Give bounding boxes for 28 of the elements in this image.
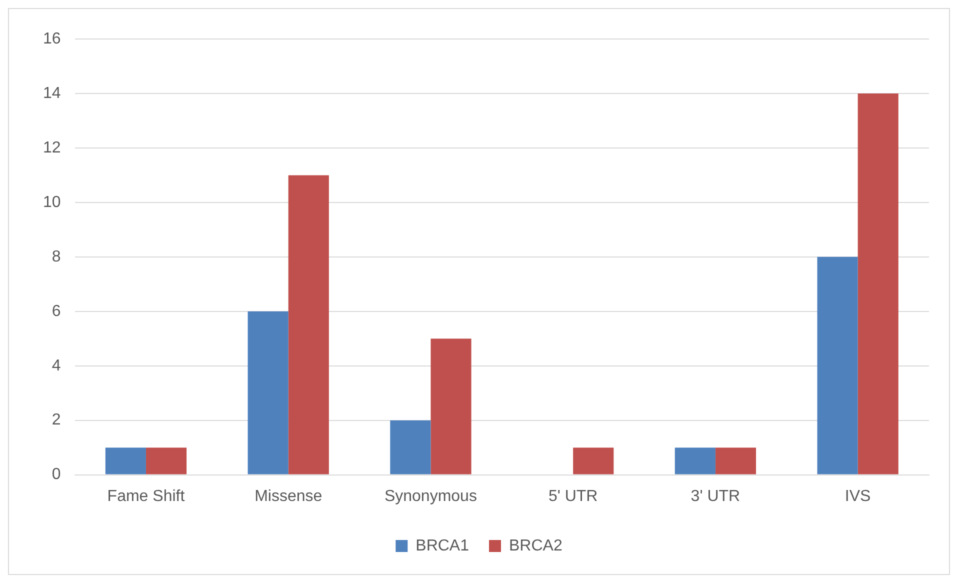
x-tick-label: Fame Shift bbox=[107, 488, 186, 505]
x-tick-label: Synonymous bbox=[384, 488, 477, 505]
x-tick-label: 3' UTR bbox=[690, 488, 740, 505]
bar bbox=[573, 448, 614, 474]
x-tick-label: IVS bbox=[844, 488, 871, 505]
bar bbox=[430, 338, 472, 474]
bar bbox=[390, 420, 431, 474]
y-tick-label: 0 bbox=[52, 466, 61, 484]
bar bbox=[674, 448, 716, 474]
y-tick-label: 16 bbox=[43, 30, 61, 48]
y-tick-label: 10 bbox=[43, 194, 61, 211]
legend-label: BRCA2 bbox=[509, 537, 562, 554]
bar bbox=[288, 175, 329, 474]
legend-label: BRCA1 bbox=[416, 537, 470, 554]
y-tick-label: 4 bbox=[52, 357, 61, 374]
y-tick-label: 14 bbox=[43, 84, 61, 102]
y-tick-label: 12 bbox=[43, 139, 61, 156]
bar bbox=[715, 448, 756, 474]
bar bbox=[105, 448, 146, 474]
bar bbox=[248, 311, 288, 474]
y-tick-label: 8 bbox=[52, 248, 61, 266]
x-tick-label: 5' UTR bbox=[548, 488, 598, 505]
bar bbox=[817, 256, 858, 474]
x-tick-label: Missense bbox=[254, 488, 322, 505]
y-tick-label: 2 bbox=[52, 412, 61, 429]
y-tick-label: 6 bbox=[52, 302, 61, 320]
bar bbox=[858, 93, 898, 474]
bar bbox=[146, 448, 187, 474]
